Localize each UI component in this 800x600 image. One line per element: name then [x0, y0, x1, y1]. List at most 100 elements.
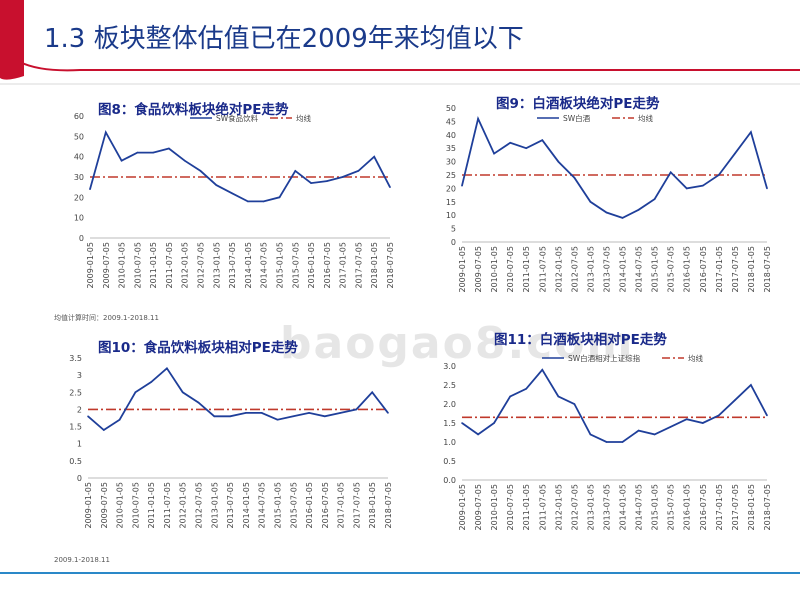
y-tick-label: 35	[446, 144, 456, 153]
data-point	[525, 147, 528, 149]
x-tick-label: 2011-01-05	[149, 242, 158, 289]
watermark: baogao8.com	[280, 318, 635, 369]
x-tick-label: 2011-07-05	[538, 484, 547, 531]
data-point	[387, 412, 389, 414]
data-point	[166, 367, 168, 370]
legend-average-label: 均线	[688, 353, 703, 363]
data-point	[509, 142, 511, 144]
x-tick-label: 2014-07-05	[635, 484, 644, 531]
x-tick-label: 2011-01-05	[522, 484, 531, 531]
x-tick-label: 2009-01-05	[458, 246, 467, 293]
note-period-bottom: 2009.1-2018.11	[54, 556, 110, 564]
x-tick-label: 2016-01-05	[307, 242, 316, 289]
chart-fig8-title: 图8：食品饮料板块绝对PE走势	[98, 102, 289, 118]
x-tick-label: 2017-01-05	[339, 242, 348, 289]
data-point	[134, 391, 137, 394]
x-tick-label: 2016-07-05	[699, 246, 708, 293]
y-tick-label: 5	[451, 225, 456, 234]
y-tick-label: 0	[77, 474, 82, 483]
x-tick-label: 2018-07-05	[386, 242, 395, 289]
legend-series-label: SW白酒相对上证综指	[568, 353, 641, 363]
data-point	[525, 388, 528, 390]
chart-fig9-box: 0 5 10 15 20 25 30 35 40 45 50 2009-01-05 2009-07-05…	[432, 92, 772, 297]
data-point	[750, 384, 752, 386]
data-point	[278, 196, 281, 199]
y-tick-label: 2.5	[69, 388, 82, 397]
data-point	[118, 418, 121, 421]
x-tick-label: 2011-01-05	[147, 482, 156, 529]
x-tick-label: 2013-01-05	[212, 242, 221, 289]
x-tick-label: 2018-01-05	[368, 482, 377, 529]
x-tick-label: 2016-01-05	[305, 482, 314, 529]
x-tick-label: 2013-01-05	[586, 246, 595, 293]
x-tick-label: 2010-01-05	[490, 246, 499, 293]
data-point	[339, 412, 342, 414]
data-point	[215, 184, 218, 186]
data-point	[477, 117, 479, 120]
y-tick-label: 40	[74, 153, 84, 162]
x-tick-label: 2009-07-05	[474, 246, 483, 293]
x-tick-label: 2011-01-05	[522, 246, 531, 293]
data-point	[701, 422, 704, 424]
chart-fig11-title: 图11：白酒板块相对PE走势	[494, 332, 667, 348]
data-point	[734, 152, 736, 155]
y-tick-label: 0	[79, 234, 84, 243]
x-tick-label: 2018-01-05	[370, 242, 379, 289]
data-point	[260, 412, 263, 414]
y-tick-label: 1	[77, 440, 82, 449]
x-tick-label: 2017-07-05	[354, 242, 363, 289]
x-tick-label: 2015-07-05	[289, 482, 298, 529]
data-point	[573, 403, 576, 405]
data-point	[87, 415, 89, 418]
y-tick-label: 3.0	[443, 362, 456, 371]
y-tick-label: 1.5	[69, 423, 82, 432]
x-tick-label: 2018-07-05	[384, 482, 393, 529]
data-point	[557, 160, 560, 163]
data-point	[605, 441, 608, 443]
note-average-period: 均值计算时间：2009.1-2018.11	[54, 314, 159, 322]
x-tick-label: 2018-01-05	[747, 246, 756, 293]
data-point	[136, 151, 139, 154]
data-point	[605, 211, 608, 214]
data-point	[557, 395, 560, 398]
x-tick-label: 2016-01-05	[683, 246, 692, 293]
series-line	[461, 368, 768, 443]
x-tick-label: 2016-01-05	[683, 484, 692, 531]
x-tick-label: 2011-07-05	[165, 242, 174, 289]
data-point	[621, 441, 624, 443]
data-point	[461, 422, 463, 424]
data-point	[734, 399, 736, 401]
y-tick-label: 60	[74, 112, 84, 121]
data-point	[102, 429, 105, 431]
legend-series-label: SW食品饮料	[216, 113, 259, 123]
data-point	[653, 198, 656, 200]
x-tick-label: 2013-07-05	[228, 242, 237, 289]
x-tick-label: 2010-07-05	[133, 242, 142, 289]
header-red-swoosh	[0, 0, 24, 80]
x-tick-label: 2010-07-05	[506, 246, 515, 293]
data-point	[685, 187, 688, 190]
x-tick-label: 2012-07-05	[197, 242, 206, 289]
x-tick-label: 2012-07-05	[570, 484, 579, 531]
data-point	[701, 184, 704, 187]
legend-average-label: 均线	[296, 113, 311, 123]
data-point	[213, 415, 216, 418]
chart-fig10-title: 图10：食品饮料板块相对PE走势	[98, 340, 298, 356]
x-tick-label: 2018-07-05	[763, 246, 772, 293]
y-tick-label: 1.5	[443, 419, 456, 428]
chart-fig9: 0 5 10 15 20 25 30 35 40 45 50 2009-01-05 2009-07-05…	[446, 104, 772, 293]
x-tick-label: 2012-07-05	[570, 246, 579, 293]
data-point	[373, 155, 376, 158]
data-point	[371, 391, 374, 394]
y-tick-label: 30	[446, 158, 456, 167]
data-point	[231, 192, 233, 195]
header-underline	[19, 61, 800, 72]
data-point	[310, 182, 312, 184]
chart-fig10-box: 0 0.5 1 1.5 2 2.5 3 3.5 2009-01-05 2009-07-05 2010…	[58, 336, 398, 541]
x-tick-label: 2009-07-05	[474, 484, 483, 531]
data-point	[229, 415, 231, 418]
series-line	[87, 366, 389, 432]
data-point	[326, 180, 328, 182]
data-point	[685, 418, 688, 420]
x-tick-label: 2014-01-05	[244, 242, 253, 289]
